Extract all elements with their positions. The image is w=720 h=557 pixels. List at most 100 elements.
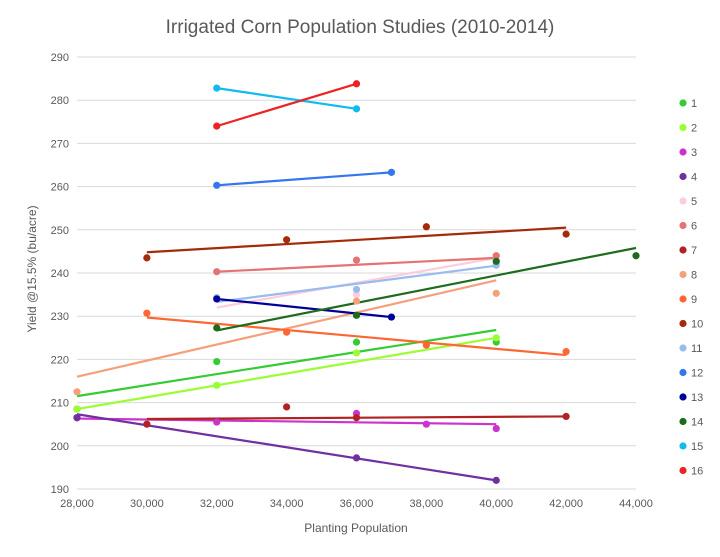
legend-marker-series-11 — [679, 344, 687, 352]
trendline-series-9 — [146, 316, 567, 357]
y-tick-label: 190 — [51, 484, 69, 496]
data-point-series-10 — [562, 230, 570, 238]
data-point-series-3 — [422, 420, 430, 428]
data-point-series-10 — [422, 223, 430, 231]
data-point-series-10 — [143, 254, 151, 262]
y-tick-labels: 190 200 210 220 230 240 250 260 270 280 290 — [51, 52, 69, 496]
data-point-series-14 — [632, 252, 640, 260]
legend-label-series-12: 12 — [691, 368, 703, 380]
data-point-series-8 — [73, 388, 81, 396]
x-tick-label: 40,000 — [479, 498, 513, 510]
data-point-series-8 — [352, 297, 361, 305]
data-point-series-11 — [352, 285, 361, 294]
data-point-series-10 — [283, 236, 291, 244]
data-point-series-16 — [213, 122, 221, 130]
legend-marker-series-6 — [679, 221, 687, 230]
data-point-series-9 — [143, 309, 151, 317]
legend-label-series-13: 13 — [691, 392, 703, 404]
data-point-series-6 — [213, 268, 221, 276]
legend-label-series-16: 16 — [691, 466, 703, 478]
y-tick-label: 260 — [51, 182, 69, 194]
trendline-series-12 — [216, 171, 392, 187]
x-tick-label: 36,000 — [340, 498, 374, 510]
y-tick-label: 250 — [51, 225, 69, 237]
legend-marker-series-2 — [679, 123, 687, 132]
x-tick-label: 34,000 — [270, 498, 304, 510]
grid-layer — [77, 56, 636, 490]
legend-label-series-3: 3 — [691, 147, 697, 159]
legend-label-series-4: 4 — [691, 172, 697, 184]
data-point-series-13 — [213, 295, 221, 303]
legend-label-series-6: 6 — [691, 221, 697, 233]
trendline-series-11 — [216, 264, 497, 304]
x-tick-label: 32,000 — [200, 498, 234, 510]
data-point-series-7 — [352, 414, 361, 422]
legend-marker-series-10 — [679, 319, 687, 328]
legend-marker-series-3 — [679, 148, 687, 156]
data-point-series-3 — [213, 418, 221, 426]
legend-marker-series-9 — [679, 295, 687, 303]
data-point-series-14 — [213, 324, 221, 332]
y-tick-label: 230 — [51, 311, 69, 323]
trendline-series-10 — [146, 226, 567, 254]
legend-label-series-2: 2 — [691, 123, 697, 135]
y-tick-label: 240 — [51, 268, 69, 280]
legend-label-series-8: 8 — [691, 270, 697, 282]
data-point-series-12 — [387, 168, 396, 176]
trendline-series-6 — [216, 256, 497, 273]
legend-label-series-14: 14 — [691, 417, 703, 429]
data-point-series-2 — [492, 334, 500, 342]
data-point-series-14 — [492, 257, 500, 265]
y-tick-label: 220 — [51, 354, 69, 366]
data-point-series-9 — [283, 328, 291, 336]
y-tick-label: 270 — [51, 138, 69, 150]
trendline-series-15 — [216, 87, 357, 110]
trendline-series-14 — [216, 246, 637, 332]
legend-marker-series-7 — [679, 246, 687, 254]
legend-marker-series-4 — [679, 172, 687, 181]
data-point-series-3 — [492, 424, 500, 433]
data-point-series-13 — [387, 313, 396, 321]
data-point-series-2 — [73, 405, 81, 413]
legend-label-series-1: 1 — [691, 98, 697, 110]
legend-label-series-11: 11 — [691, 343, 702, 355]
data-point-series-12 — [213, 181, 221, 189]
data-point-series-2 — [213, 381, 221, 389]
data-point-series-4 — [352, 454, 361, 462]
data-point-series-1 — [352, 338, 361, 346]
x-tick-label: 28,000 — [60, 498, 94, 510]
data-point-series-15 — [213, 84, 221, 92]
y-tick-label: 200 — [51, 441, 69, 453]
data-point-series-14 — [352, 311, 361, 319]
y-axis-label: Yield @15.5% (bu/acre) — [25, 205, 39, 332]
data-point-series-5 — [352, 291, 361, 299]
legend-label-series-9: 9 — [691, 294, 697, 306]
y-tick-label: 210 — [51, 398, 69, 410]
x-tick-label: 42,000 — [549, 498, 583, 510]
x-tick-label: 30,000 — [130, 498, 164, 510]
legend-marker-series-5 — [679, 197, 687, 205]
legend-marker-series-16 — [679, 466, 687, 475]
data-point-series-9 — [422, 341, 430, 349]
legend-marker-series-15 — [679, 442, 687, 450]
trendline-series-8 — [76, 279, 497, 378]
y-tick-label: 290 — [51, 52, 69, 64]
x-tick-label: 44,000 — [619, 498, 653, 510]
y-tick-label: 280 — [51, 95, 69, 107]
data-point-series-1 — [213, 357, 221, 366]
legend-marker-series-8 — [679, 270, 687, 279]
legend-label-series-15: 15 — [691, 441, 703, 453]
data-point-series-4 — [492, 476, 500, 484]
data-point-series-16 — [352, 80, 361, 88]
data-point-series-4 — [73, 414, 81, 422]
data-point-series-8 — [492, 289, 500, 297]
x-axis-label: Planting Population — [304, 521, 407, 535]
legend-marker-series-13 — [679, 393, 687, 401]
data-point-series-6 — [352, 256, 361, 264]
data-point-layer — [73, 80, 640, 484]
trendline-series-2 — [76, 336, 497, 411]
data-point-series-9 — [562, 348, 570, 356]
